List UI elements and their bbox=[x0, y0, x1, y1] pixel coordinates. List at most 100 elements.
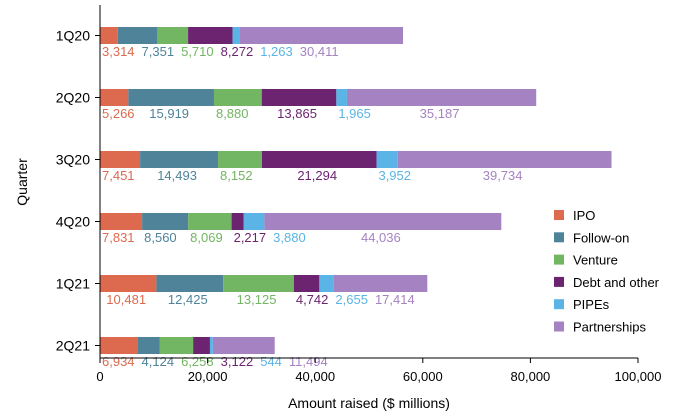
x-tick-label-1: 20,000 bbox=[188, 369, 228, 384]
legend-swatch-partnerships bbox=[554, 321, 564, 332]
value-label-2q20-ipo: 5,266 bbox=[102, 106, 135, 121]
legend-label-ipo: IPO bbox=[573, 208, 595, 223]
y-tick-label-4q20: 4Q20 bbox=[56, 214, 90, 230]
bar-segment-2q21-ipo bbox=[100, 337, 138, 354]
x-tick-label-5: 100,000 bbox=[615, 369, 662, 384]
value-label-4q20-pipes: 3,880 bbox=[273, 230, 306, 245]
value-label-2q20-venture: 8,880 bbox=[216, 106, 249, 121]
value-label-1q20-debt-and-other: 8,272 bbox=[221, 44, 254, 59]
bar-segment-2q21-debt-and-other bbox=[193, 337, 210, 354]
bar-segment-1q20-venture bbox=[157, 27, 189, 44]
bar-segment-4q20-ipo bbox=[100, 213, 143, 230]
value-label-2q21-partnerships: 11,494 bbox=[289, 354, 328, 369]
bar-segment-1q21-pipes bbox=[319, 275, 334, 292]
bar-segment-3q20-follow-on bbox=[140, 151, 219, 168]
bar-segment-2q21-follow-on bbox=[137, 337, 160, 354]
x-tick-label-3: 60,000 bbox=[403, 369, 443, 384]
legend-swatch-ipo bbox=[554, 210, 564, 220]
value-label-3q20-venture: 8,152 bbox=[220, 168, 253, 183]
y-tick-label-1q21: 1Q21 bbox=[56, 276, 90, 292]
value-label-1q21-partnerships: 17,414 bbox=[375, 292, 415, 307]
bar-segment-4q20-partnerships bbox=[264, 213, 502, 230]
bar-segment-3q20-ipo bbox=[100, 151, 141, 168]
value-label-3q20-pipes: 3,952 bbox=[378, 168, 411, 183]
value-label-2q21-follow-on: 4,124 bbox=[142, 354, 175, 369]
y-tick-label-3q20: 3Q20 bbox=[56, 152, 90, 168]
bar-segment-1q21-debt-and-other bbox=[293, 275, 320, 292]
value-label-1q21-follow-on: 12,425 bbox=[168, 292, 208, 307]
value-label-2q20-debt-and-other: 13,865 bbox=[277, 106, 317, 121]
value-label-3q20-debt-and-other: 21,294 bbox=[297, 168, 337, 183]
value-label-4q20-venture: 8,069 bbox=[190, 230, 223, 245]
value-label-2q20-follow-on: 15,919 bbox=[149, 106, 189, 121]
bar-segment-4q20-venture bbox=[188, 213, 232, 230]
bar-segment-1q21-venture bbox=[223, 275, 294, 292]
value-label-3q20-partnerships: 39,734 bbox=[483, 168, 523, 183]
value-label-4q20-debt-and-other: 2,217 bbox=[234, 230, 267, 245]
legend: IPO Follow-on Venture Debt and other PIPEs Pa… bbox=[554, 208, 660, 335]
legend-label-venture: Venture bbox=[573, 253, 618, 268]
bar-segment-3q20-venture bbox=[218, 151, 262, 168]
value-label-1q20-venture: 5,710 bbox=[181, 44, 214, 59]
legend-swatch-venture bbox=[554, 254, 564, 265]
bar-segment-2q20-debt-and-other bbox=[261, 89, 337, 106]
value-label-1q20-follow-on: 7,351 bbox=[142, 44, 175, 59]
bar-segment-1q21-ipo bbox=[100, 275, 157, 292]
y-tick-label-2q21: 2Q21 bbox=[56, 338, 90, 354]
bar-segment-2q21-venture bbox=[159, 337, 194, 354]
value-label-3q20-follow-on: 14,493 bbox=[157, 168, 197, 183]
value-label-1q21-pipes: 2,655 bbox=[335, 292, 368, 307]
bar-segment-2q20-venture bbox=[213, 89, 262, 106]
bar-segment-2q20-ipo bbox=[100, 89, 129, 106]
value-label-1q21-debt-and-other: 4,742 bbox=[296, 292, 329, 307]
bar-segment-4q20-pipes bbox=[243, 213, 265, 230]
bar-segment-3q20-pipes bbox=[376, 151, 398, 168]
bars-group bbox=[100, 27, 612, 354]
value-label-1q21-ipo: 10,481 bbox=[106, 292, 146, 307]
bar-segment-1q20-ipo bbox=[100, 27, 118, 44]
legend-label-partnerships: Partnerships bbox=[573, 320, 646, 335]
value-label-2q21-debt-and-other: 3,122 bbox=[221, 354, 254, 369]
value-label-2q21-venture: 6,258 bbox=[181, 354, 214, 369]
value-labels-group: 3,314 7,351 5,710 8,272 1,263 30,411 5,266 15,9… bbox=[102, 44, 523, 369]
plot-area: 3,314 7,351 5,710 8,272 1,263 30,411 5,266 15,9… bbox=[56, 5, 662, 384]
x-tick-label-0: 0 bbox=[96, 369, 103, 384]
bar-segment-2q21-pipes bbox=[209, 337, 213, 354]
bar-segment-2q20-partnerships bbox=[346, 89, 537, 106]
value-label-1q20-pipes: 1,263 bbox=[260, 44, 293, 59]
bar-segment-2q21-partnerships bbox=[212, 337, 275, 354]
value-label-4q20-partnerships: 44,036 bbox=[361, 230, 401, 245]
legend-swatch-debt-and-other bbox=[554, 276, 564, 287]
x-tick-label-2: 40,000 bbox=[295, 369, 335, 384]
value-label-2q21-pipes: 544 bbox=[260, 354, 282, 369]
bar-segment-3q20-debt-and-other bbox=[261, 151, 377, 168]
x-axis-title: Amount raised ($ millions) bbox=[288, 395, 450, 411]
x-tick-label-4: 80,000 bbox=[511, 369, 551, 384]
legend-label-debt-and-other: Debt and other bbox=[573, 275, 660, 290]
bar-segment-1q20-partnerships bbox=[239, 27, 404, 44]
value-label-2q20-partnerships: 35,187 bbox=[420, 106, 460, 121]
bar-segment-4q20-follow-on bbox=[142, 213, 189, 230]
value-label-2q20-pipes: 1,965 bbox=[338, 106, 371, 121]
y-tick-label-1q20: 1Q20 bbox=[56, 28, 90, 44]
legend-swatch-pipes bbox=[554, 299, 564, 310]
value-label-2q21-ipo: 6,934 bbox=[102, 354, 135, 369]
y-axis-ticks: 1Q20 2Q20 3Q20 4Q20 1Q21 2Q21 bbox=[56, 28, 100, 354]
bar-segment-1q21-follow-on bbox=[156, 275, 224, 292]
value-label-1q21-venture: 13,125 bbox=[237, 292, 277, 307]
legend-label-follow-on: Follow-on bbox=[573, 230, 629, 245]
bar-segment-4q20-debt-and-other bbox=[231, 213, 244, 230]
legend-swatch-follow-on bbox=[554, 232, 564, 243]
bar-segment-1q20-follow-on bbox=[117, 27, 158, 44]
value-label-4q20-ipo: 7,831 bbox=[102, 230, 135, 245]
bar-segment-1q21-partnerships bbox=[333, 275, 428, 292]
bar-segment-2q20-pipes bbox=[336, 89, 347, 106]
bar-segment-3q20-partnerships bbox=[397, 151, 612, 168]
bar-segment-1q20-debt-and-other bbox=[188, 27, 233, 44]
x-axis-ticks: 0 20,000 40,000 60,000 80,000 100,000 bbox=[96, 358, 662, 384]
value-label-3q20-ipo: 7,451 bbox=[102, 168, 135, 183]
value-label-4q20-follow-on: 8,560 bbox=[144, 230, 177, 245]
value-label-1q20-ipo: 3,314 bbox=[102, 44, 135, 59]
bar-segment-2q20-follow-on bbox=[128, 89, 214, 106]
